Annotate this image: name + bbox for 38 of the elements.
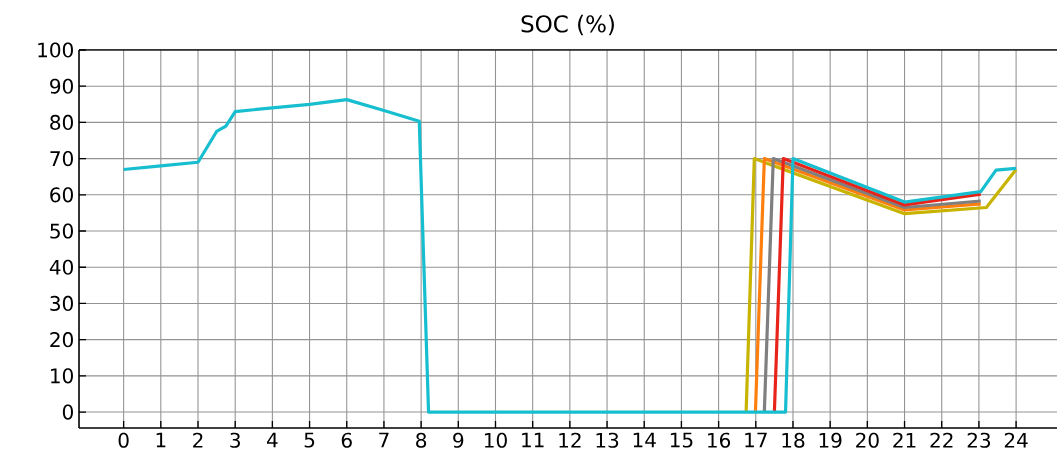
x-tick-label: 20	[856, 432, 879, 448]
x-tick-label: 22	[930, 432, 953, 448]
x-tick-label: 7	[379, 432, 389, 448]
x-tick-label: 13	[596, 432, 619, 448]
x-tick-label: 9	[453, 432, 464, 448]
y-tick-label: 40	[49, 259, 73, 275]
x-tick-label: 24	[1004, 432, 1028, 448]
x-tick-label: 2	[193, 432, 203, 448]
x-tick-label: 3	[230, 432, 240, 448]
y-tick-label: 60	[50, 187, 73, 203]
x-tick-label: 12	[559, 432, 581, 448]
x-tick-label: 6	[341, 432, 352, 448]
y-tick-label: 100	[38, 42, 73, 58]
x-tick-label: 17	[745, 432, 767, 448]
line-series	[122, 97, 1018, 414]
x-tick-label: 14	[633, 432, 656, 448]
y-tick-label: 0	[62, 404, 73, 420]
x-tick-label: 18	[782, 432, 805, 448]
x-tick-label: 23	[967, 432, 991, 448]
x-tick-label: 1	[156, 432, 166, 448]
x-tick-label: 15	[670, 432, 693, 448]
x-tick-label: 8	[416, 432, 427, 448]
y-tick-label: 20	[50, 332, 73, 348]
x-tick-label: 19	[819, 432, 842, 448]
x-tick-label: 21	[893, 432, 916, 448]
y-tick-label: 50	[50, 223, 73, 239]
y-tick-label: 10	[51, 368, 73, 384]
x-tick-label: 0	[118, 432, 129, 448]
x-tick-label: 16	[708, 432, 731, 448]
x-tick-label: 11	[522, 432, 544, 448]
x-tick-label: 10	[484, 432, 507, 448]
x-tick-label: 5	[304, 432, 315, 448]
y-tick-label: 80	[50, 114, 73, 130]
chart-title: SOC (%)	[521, 14, 614, 36]
y-tick-label: 90	[50, 78, 73, 94]
y-tick-label: 70	[50, 151, 73, 167]
y-tick-label: 30	[50, 295, 73, 312]
x-tick-label: 4	[267, 432, 278, 448]
